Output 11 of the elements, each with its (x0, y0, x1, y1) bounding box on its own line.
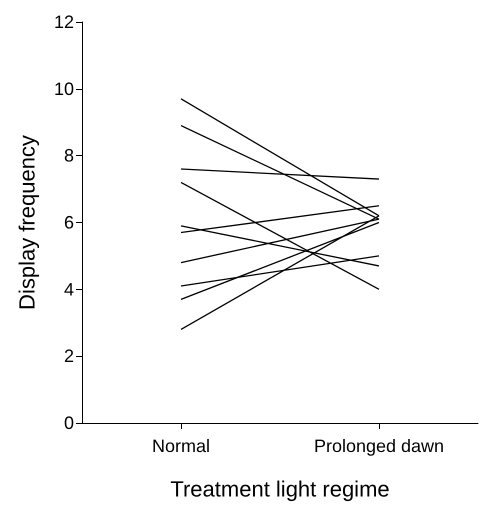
y-tick-label: 2 (64, 346, 74, 366)
x-tick-label: Normal (152, 436, 210, 456)
y-axis-title: Display frequency (14, 135, 40, 310)
y-tick-label: 8 (64, 146, 74, 166)
y-tick-label: 6 (64, 212, 74, 232)
x-axis-title: Treatment light regime (170, 476, 390, 502)
x-tick-label: Prolonged dawn (314, 436, 444, 456)
y-tick-label: 0 (64, 413, 74, 433)
y-tick-label: 10 (54, 78, 74, 99)
y-tick-label: 12 (54, 12, 74, 32)
y-tick-label: 4 (64, 279, 74, 300)
